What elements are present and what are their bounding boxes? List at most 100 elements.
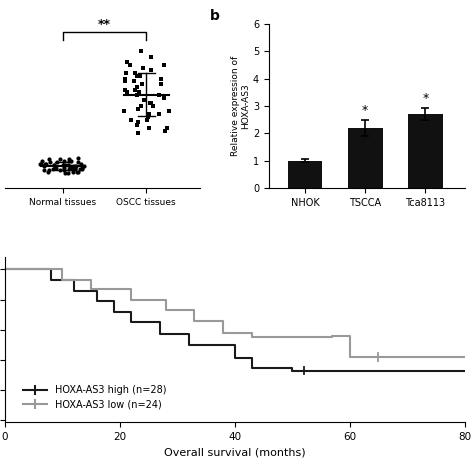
- Point: [76, 165, 83, 173]
- Point: [69, 163, 77, 170]
- Point: [146, 100, 154, 107]
- Point: [133, 91, 141, 99]
- Point: [56, 167, 64, 174]
- Point: [52, 164, 60, 172]
- Point: [137, 102, 145, 110]
- Point: [144, 113, 152, 121]
- Point: [133, 83, 140, 91]
- Point: [81, 163, 88, 170]
- Point: [72, 163, 80, 170]
- Point: [62, 169, 69, 177]
- X-axis label: Overall survival (months): Overall survival (months): [164, 447, 305, 457]
- Point: [127, 116, 135, 123]
- Point: [134, 129, 142, 137]
- Point: [141, 97, 149, 104]
- Point: [53, 158, 61, 166]
- Point: [73, 168, 81, 175]
- Text: *: *: [362, 104, 368, 117]
- Point: [158, 80, 165, 88]
- Point: [147, 100, 155, 107]
- Point: [71, 165, 78, 173]
- Point: [50, 161, 57, 169]
- Point: [121, 86, 128, 93]
- Point: [135, 105, 142, 112]
- Point: [72, 164, 79, 172]
- Point: [135, 89, 143, 96]
- Point: [163, 124, 171, 132]
- Point: [138, 80, 146, 88]
- Point: [122, 69, 130, 77]
- Point: [146, 110, 153, 118]
- Point: [67, 157, 75, 164]
- Point: [43, 160, 50, 167]
- Point: [121, 75, 129, 82]
- Point: [60, 167, 68, 174]
- Point: [165, 108, 173, 115]
- Point: [133, 72, 141, 80]
- Point: [120, 108, 128, 115]
- Point: [145, 124, 153, 132]
- Point: [143, 116, 151, 123]
- Point: [74, 154, 82, 162]
- Point: [140, 97, 148, 104]
- Point: [37, 160, 45, 167]
- Bar: [408, 114, 443, 188]
- Text: *: *: [422, 92, 428, 105]
- Point: [131, 69, 138, 77]
- Point: [40, 163, 48, 170]
- Point: [60, 164, 67, 172]
- Point: [137, 47, 145, 55]
- Point: [45, 155, 53, 163]
- Text: b: b: [210, 9, 220, 23]
- Point: [64, 169, 72, 177]
- Point: [71, 163, 79, 170]
- Point: [45, 167, 53, 174]
- Point: [155, 91, 163, 99]
- Point: [160, 61, 168, 69]
- Point: [126, 61, 134, 69]
- Point: [139, 64, 147, 72]
- Point: [41, 160, 49, 167]
- Point: [70, 168, 77, 175]
- Point: [130, 77, 138, 85]
- Point: [44, 168, 51, 175]
- Point: [38, 157, 46, 164]
- Point: [160, 94, 168, 101]
- Point: [68, 165, 75, 173]
- Point: [40, 167, 47, 174]
- Point: [131, 86, 139, 93]
- Point: [50, 161, 57, 169]
- Point: [79, 164, 86, 172]
- Point: [56, 155, 64, 163]
- Point: [124, 89, 131, 96]
- Point: [133, 121, 141, 129]
- Point: [46, 158, 54, 166]
- Point: [157, 75, 165, 82]
- Point: [121, 77, 128, 85]
- Y-axis label: Relative expression of
HOXA-AS3: Relative expression of HOXA-AS3: [231, 56, 250, 156]
- Point: [65, 155, 73, 163]
- Point: [136, 72, 144, 80]
- Text: **: **: [98, 18, 111, 30]
- Legend: HOXA-AS3 high (n=28), HOXA-AS3 low (n=24): HOXA-AS3 high (n=28), HOXA-AS3 low (n=24…: [19, 381, 170, 414]
- Point: [74, 168, 82, 175]
- Bar: [348, 128, 383, 188]
- Point: [74, 158, 82, 166]
- Point: [147, 53, 155, 60]
- Point: [59, 161, 67, 169]
- Point: [123, 58, 130, 66]
- Point: [66, 163, 74, 170]
- Point: [65, 165, 73, 173]
- Point: [49, 165, 57, 173]
- Point: [161, 127, 169, 135]
- Point: [77, 160, 85, 167]
- Point: [147, 66, 155, 74]
- Bar: [288, 161, 322, 188]
- Point: [155, 110, 162, 118]
- Point: [61, 161, 69, 169]
- Point: [51, 164, 58, 172]
- Point: [78, 165, 86, 173]
- Point: [64, 161, 72, 169]
- Point: [36, 160, 44, 167]
- Point: [149, 102, 156, 110]
